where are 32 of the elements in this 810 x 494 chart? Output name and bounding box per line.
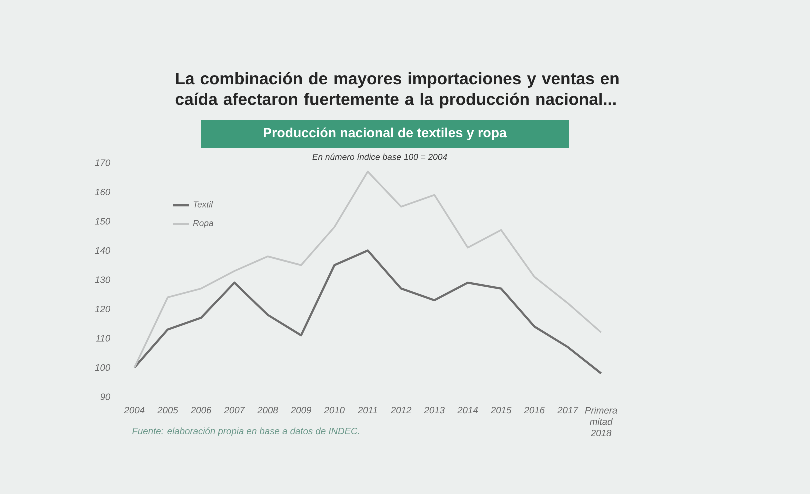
x-tick-label: 2006	[190, 407, 212, 414]
x-tick-label: 2004	[124, 407, 145, 414]
y-tick-label: 150	[95, 218, 111, 225]
x-tick-label: 2009	[290, 407, 312, 414]
x-tick-label: 2016	[524, 407, 546, 414]
source-note: Fuente: elaboración propia en base a datos de INDEC.	[132, 428, 360, 436]
legend-label: Textil	[194, 201, 214, 208]
x-tick-label: 2015	[490, 407, 512, 414]
line-series	[134, 250, 602, 375]
line-series	[134, 170, 602, 369]
x-tick-label: 2005	[158, 407, 178, 414]
x-tick-label: 2014	[458, 407, 478, 414]
x-tick-label: 2011	[358, 407, 378, 414]
y-tick-label: 130	[95, 276, 111, 284]
y-tick-label: 90	[100, 394, 111, 400]
x-tick-label: 2007	[224, 407, 246, 414]
x-tick-label: 2017	[558, 407, 579, 414]
y-tick-label: 120	[95, 306, 111, 313]
y-tick-label: 140	[95, 247, 111, 254]
x-tick-label: 2012	[390, 407, 412, 414]
y-tick-label: 110	[96, 335, 111, 342]
x-tick-label: 2008	[258, 407, 278, 414]
y-tick-label: 170	[95, 160, 111, 166]
y-tick-label: 100	[95, 364, 111, 372]
legend-label: Ropa	[193, 220, 214, 228]
y-tick-label: 160	[95, 188, 111, 196]
x-tick-label: Primera mitad 2018	[585, 407, 618, 437]
chart-subtitle: Producción nacional de textiles y ropa	[264, 128, 507, 140]
chart-title: La combinación de mayores importaciones y ventas en caída afectaron fuertemente a la producción nacional...	[176, 72, 619, 109]
x-tick-label: 2010	[324, 407, 345, 414]
text: En número índice base 100 = 2004	[312, 154, 448, 160]
x-tick-label: 2013	[424, 407, 445, 414]
